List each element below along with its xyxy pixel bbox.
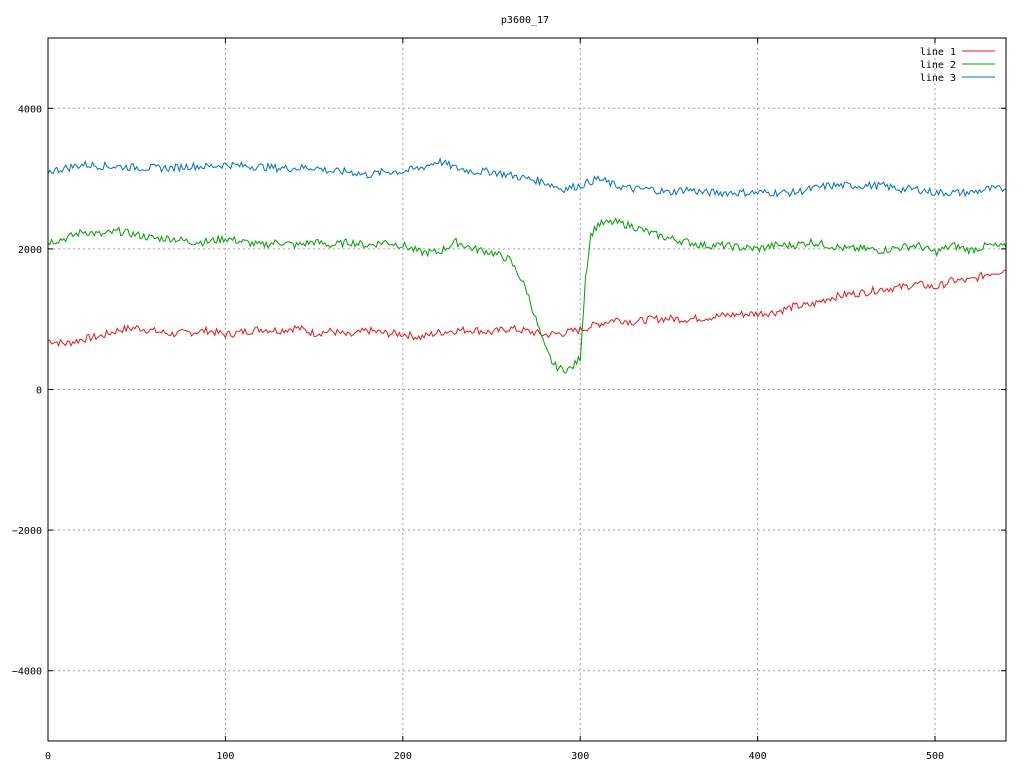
legend-label: line 1 xyxy=(920,47,956,58)
plot-frame xyxy=(47,37,1007,742)
x-tick-label: 300 xyxy=(571,751,589,762)
x-tick-label: 100 xyxy=(216,751,234,762)
x-tick-label: 500 xyxy=(926,751,944,762)
legend-label: line 2 xyxy=(920,60,956,71)
y-tick-label: 4000 xyxy=(18,104,42,115)
y-tick-label: −2000 xyxy=(12,526,42,537)
x-tick-label: 400 xyxy=(749,751,767,762)
axis-ticks: 0 100 200 300 400 500 −4000 −2000 0 2000 4000 xyxy=(12,38,1006,762)
y-tick-label: 0 xyxy=(36,386,42,397)
y-tick-label: 2000 xyxy=(18,245,42,256)
series-line-3 xyxy=(47,157,1007,198)
grid xyxy=(48,38,1006,741)
series-line-1 xyxy=(47,269,1007,348)
legend-label: line 3 xyxy=(920,73,956,84)
legend: line 1 line 2 line 3 xyxy=(920,47,995,84)
series-layer xyxy=(47,157,1007,374)
x-tick-label: 200 xyxy=(394,751,412,762)
y-tick-label: −4000 xyxy=(12,667,42,678)
x-tick-label: 0 xyxy=(45,751,51,762)
chart-title: p3600_17 xyxy=(501,15,549,26)
series-line-2 xyxy=(47,217,1007,374)
